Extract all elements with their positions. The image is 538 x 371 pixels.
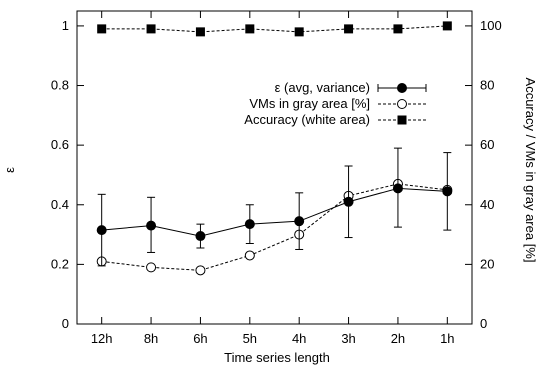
data-point bbox=[294, 216, 305, 227]
y-right-tick-label: 60 bbox=[480, 137, 494, 152]
ticks-layer: 0 0.2 0.4 0.6 0.8 1 0 20 40 60 80 100 12h 8h 6h 5h 4h 3h 2… bbox=[51, 11, 502, 346]
plot-border bbox=[76, 10, 473, 325]
data-point bbox=[146, 220, 157, 231]
x-tick-label: 12h bbox=[91, 331, 113, 346]
data-point bbox=[244, 219, 255, 230]
legend-label-gray-area: VMs in gray area [%] bbox=[249, 96, 370, 111]
data-point bbox=[344, 24, 354, 34]
series-0 bbox=[96, 147, 453, 267]
y-right-tick-label: 40 bbox=[480, 197, 494, 212]
y-right-tick-label: 100 bbox=[480, 18, 502, 33]
data-point bbox=[343, 196, 354, 207]
data-point bbox=[393, 24, 403, 34]
data-point bbox=[245, 24, 255, 34]
y-right-tick-label: 80 bbox=[480, 78, 494, 93]
data-point bbox=[146, 262, 157, 273]
x-tick-label: 6h bbox=[193, 331, 207, 346]
legend-label-accuracy: Accuracy (white area) bbox=[244, 112, 370, 127]
y-left-tick-label: 0 bbox=[62, 316, 69, 331]
x-tick-label: 8h bbox=[144, 331, 158, 346]
x-tick-label: 1h bbox=[440, 331, 454, 346]
y-left-tick-label: 0.6 bbox=[51, 137, 69, 152]
y-right-tick-label: 0 bbox=[480, 316, 487, 331]
data-point bbox=[195, 265, 206, 276]
y-axis-label-right: Accuracy / VMs in gray area [%] bbox=[523, 78, 538, 263]
data-point bbox=[195, 231, 206, 242]
data-point bbox=[442, 21, 452, 31]
y-left-tick-label: 0.4 bbox=[51, 197, 69, 212]
y-left-tick-label: 0.2 bbox=[51, 256, 69, 271]
legend-marker-2 bbox=[397, 115, 407, 125]
data-point bbox=[244, 250, 255, 261]
data-point bbox=[146, 24, 156, 34]
x-tick-label: 5h bbox=[243, 331, 257, 346]
data-point bbox=[442, 186, 453, 197]
x-tick-label: 4h bbox=[292, 331, 306, 346]
series-2 bbox=[97, 21, 452, 37]
plot-frame bbox=[76, 10, 473, 325]
legend-marker-1 bbox=[397, 99, 407, 109]
series-layer bbox=[96, 21, 453, 276]
y-axis-label-left: ε bbox=[2, 167, 17, 173]
series-line bbox=[101, 187, 448, 237]
x-tick-label: 3h bbox=[341, 331, 355, 346]
series-line bbox=[101, 25, 448, 33]
data-point bbox=[392, 183, 403, 194]
legend-marker-0 bbox=[397, 83, 407, 93]
data-point bbox=[195, 27, 205, 37]
data-point bbox=[97, 24, 107, 34]
legend-label-epsilon: ε (avg, variance) bbox=[275, 80, 370, 95]
data-point bbox=[294, 27, 304, 37]
series-line bbox=[101, 183, 448, 271]
data-point bbox=[96, 225, 107, 236]
y-right-tick-label: 20 bbox=[480, 256, 494, 271]
y-left-tick-label: 0.8 bbox=[51, 78, 69, 93]
legend-symbols bbox=[377, 83, 427, 125]
x-tick-label: 2h bbox=[391, 331, 405, 346]
legend: ε (avg, variance) VMs in gray area [%] A… bbox=[244, 80, 427, 127]
y-left-tick-label: 1 bbox=[62, 18, 69, 33]
x-axis-label: Time series length bbox=[224, 350, 330, 365]
